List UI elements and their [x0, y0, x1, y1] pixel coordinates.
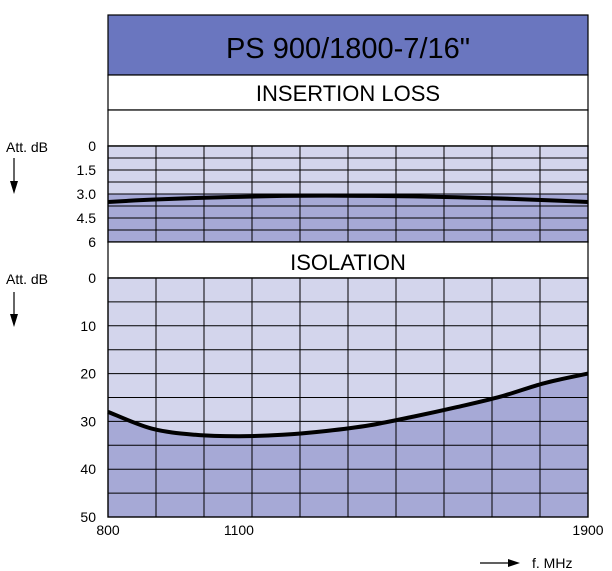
isolation-x-ticks: 800 1100 1900 — [96, 522, 603, 538]
y-tick-label: 20 — [80, 366, 96, 382]
isolation-y-ticks: 0 10 20 30 40 50 — [80, 270, 96, 525]
y-tick-label: 3.0 — [77, 186, 97, 202]
down-arrow-icon — [10, 292, 18, 327]
x-axis-label: f. MHz — [532, 555, 572, 571]
y-tick-label: 30 — [80, 413, 96, 429]
y-tick-label: 6 — [88, 234, 96, 250]
y-tick-label: 10 — [80, 318, 96, 334]
isolation-ylabel: Att. dB — [6, 271, 48, 287]
chart-title: PS 900/1800-7/16" — [226, 33, 470, 65]
insertion-loss-grid — [108, 146, 588, 242]
y-tick-label: 50 — [80, 509, 96, 525]
insertion-loss-gap — [107, 109, 589, 147]
insertion-loss-curve — [107, 193, 589, 204]
insertion-loss-ylabel: Att. dB — [6, 139, 48, 155]
insertion-loss-panel — [107, 145, 589, 243]
isolation-header — [107, 241, 589, 279]
insertion-loss-label: INSERTION LOSS — [256, 81, 440, 106]
isolation-label: ISOLATION — [290, 250, 406, 275]
title-bar — [107, 14, 589, 76]
down-arrow-icon — [10, 158, 18, 194]
y-tick-label: 0 — [88, 138, 96, 154]
y-tick-label: 1.5 — [77, 162, 97, 178]
y-tick-label: 0 — [88, 270, 96, 286]
insertion-loss-header — [107, 74, 589, 111]
isolation-frame — [107, 277, 589, 518]
isolation-grid — [108, 278, 588, 517]
insertion-loss-y-ticks: 0 1.5 3.0 4.5 6 — [77, 138, 97, 250]
x-tick-label: 1900 — [572, 522, 603, 538]
y-tick-label: 4.5 — [77, 210, 97, 226]
isolation-curve — [107, 371, 589, 439]
x-tick-label: 800 — [96, 522, 120, 538]
y-tick-label: 40 — [80, 461, 96, 477]
x-tick-label: 1100 — [224, 522, 254, 538]
right-arrow-icon — [480, 559, 520, 567]
isolation-panel — [107, 277, 589, 518]
